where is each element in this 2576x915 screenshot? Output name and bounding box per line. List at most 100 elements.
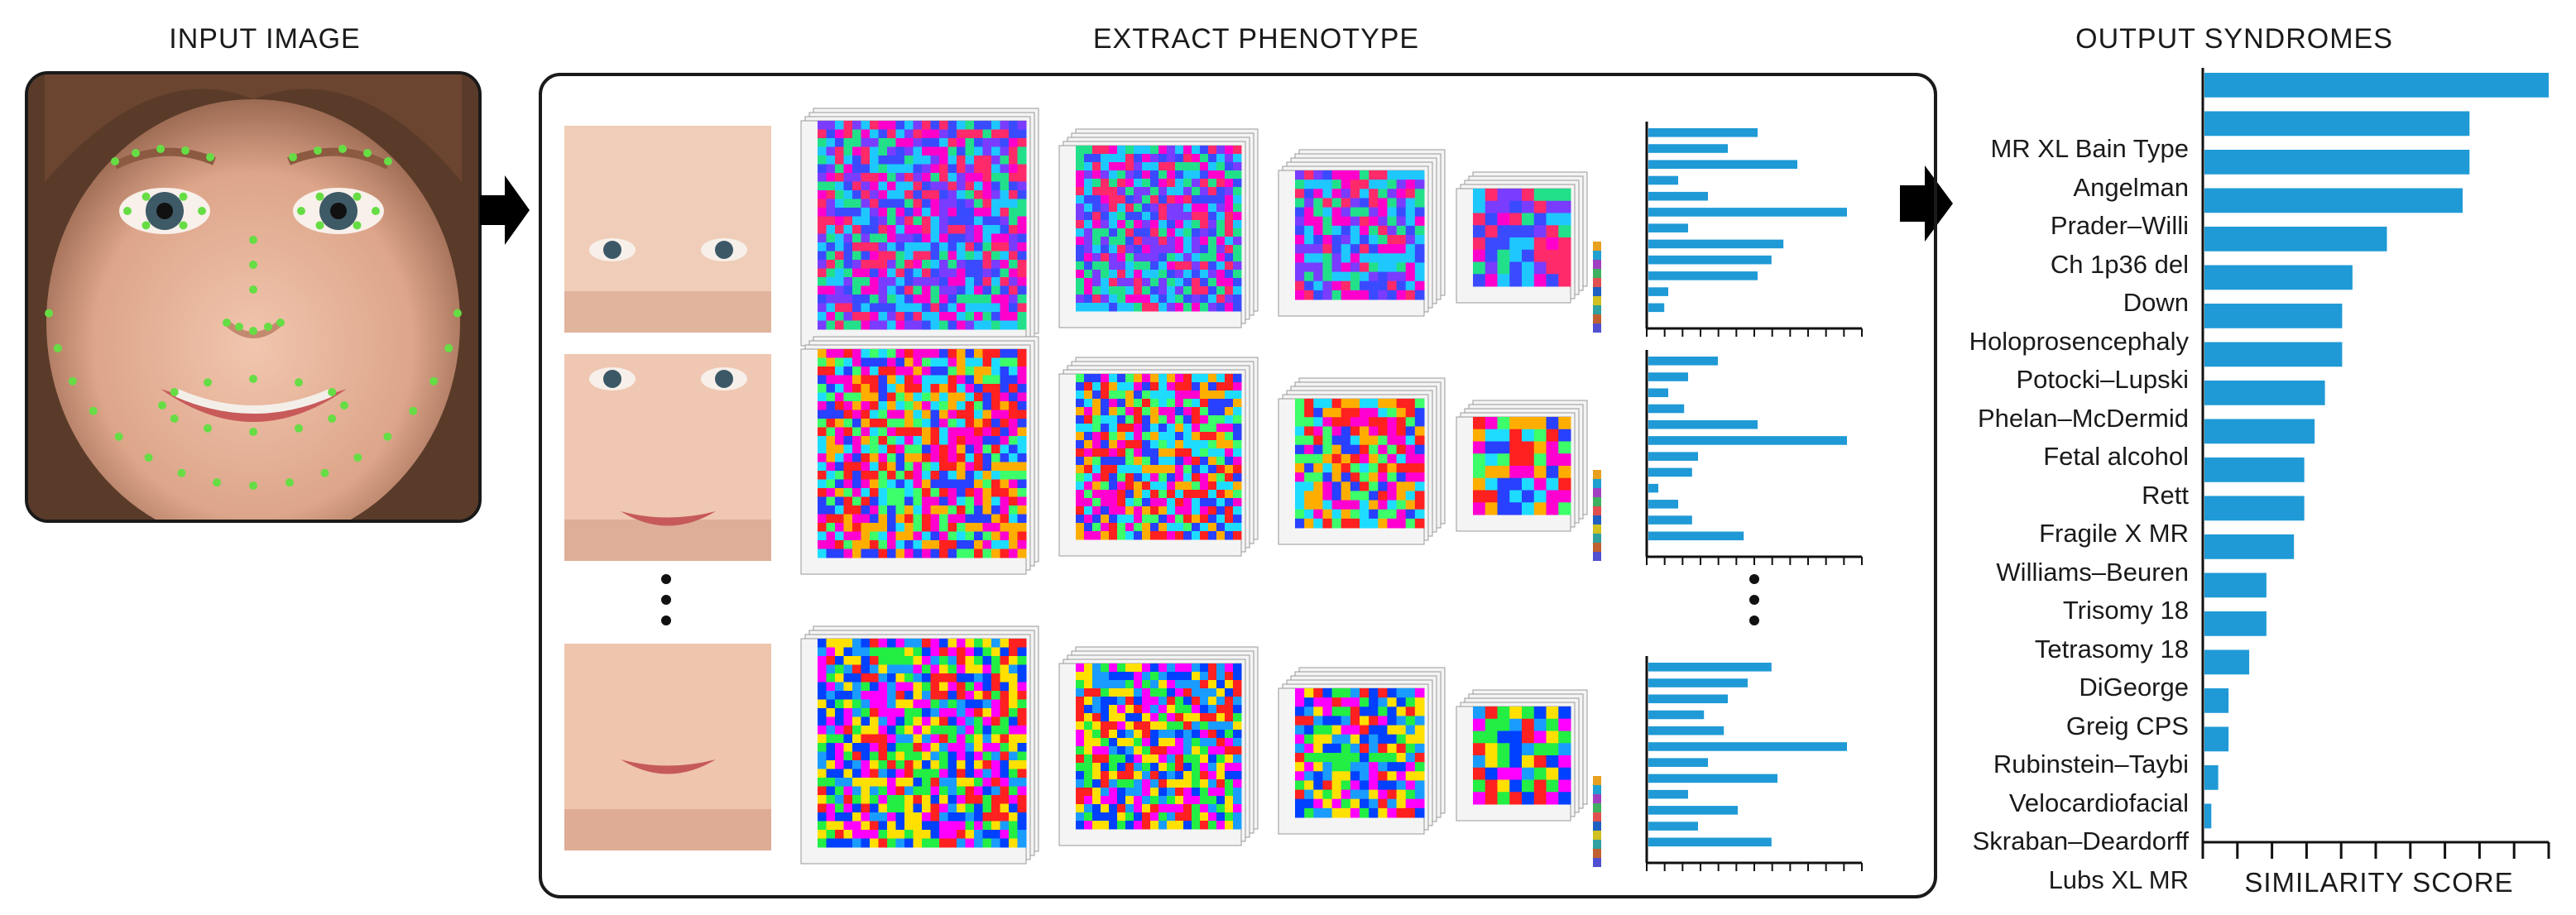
landmark-point — [45, 309, 54, 318]
syndrome-label: Rubinstein–Taybi — [1993, 750, 2189, 778]
syndrome-bar — [2204, 458, 2305, 482]
feature-bar — [1648, 837, 1772, 847]
landmark-point — [179, 221, 188, 230]
landmark-point — [204, 424, 212, 433]
feature-vector — [1593, 242, 1601, 333]
ellipsis-dot — [1749, 574, 1759, 584]
feature-bar — [1648, 726, 1725, 735]
feature-bar — [1648, 694, 1728, 704]
landmark-point — [285, 478, 294, 487]
face-crop — [564, 126, 771, 333]
landmark-point — [264, 323, 272, 331]
feature-map-stack — [1058, 357, 1259, 557]
arrow-input-to-extract — [480, 175, 530, 245]
syndrome-bar — [2204, 111, 2470, 137]
feature-bar — [1648, 663, 1772, 672]
landmark-point — [170, 388, 179, 396]
feature-map-stack — [1278, 149, 1446, 317]
feature-bar — [1648, 742, 1847, 751]
feature-bar — [1648, 452, 1698, 461]
landmark-point — [429, 376, 439, 386]
feature-bar — [1648, 372, 1688, 381]
feature-bar — [1648, 531, 1744, 541]
syndrome-labels: MR XL Bain Type Angelman Prader–Willi Ch 1p… — [1854, 65, 2189, 894]
similarity-chart — [2201, 68, 2550, 859]
landmark-point — [384, 157, 392, 165]
landmark-point — [89, 406, 98, 415]
feature-bar-chart — [1645, 350, 1863, 565]
extract-phenotype-header: EXTRACT PHENOTYPE — [1092, 23, 1420, 55]
landmark-point — [142, 192, 151, 201]
landmark-point — [156, 145, 165, 153]
syndrome-bar — [2204, 534, 2295, 559]
feature-bar — [1648, 287, 1668, 296]
landmark-point — [170, 414, 179, 423]
feature-bar — [1648, 483, 1658, 493]
syndrome-label: Angelman — [2073, 172, 2189, 202]
landmark-point — [328, 414, 337, 423]
syndrome-label: DiGeorge — [2079, 673, 2189, 702]
extract-content — [564, 108, 1863, 871]
landmark-point — [111, 157, 119, 165]
feature-bar — [1648, 467, 1692, 477]
feature-bar — [1648, 500, 1678, 509]
syndrome-label: Williams–Beuren — [1996, 557, 2189, 587]
landmark-point — [132, 149, 140, 157]
syndrome-bar — [2204, 265, 2353, 290]
syndrome-label: Velocardiofacial — [2008, 788, 2189, 817]
syndrome-label: Rett — [2142, 480, 2189, 510]
syndrome-bar — [2204, 381, 2325, 405]
landmark-point — [353, 453, 362, 462]
syndrome-label: Fetal alcohol — [2043, 442, 2189, 471]
syndrome-label: Potocki–Lupski — [2016, 365, 2189, 394]
feature-vector — [1593, 470, 1601, 561]
feature-map-stack — [800, 625, 1039, 865]
landmark-point — [453, 309, 462, 318]
feature-bar — [1648, 271, 1758, 280]
feature-bar — [1648, 255, 1772, 265]
syndrome-bar — [2204, 765, 2219, 790]
x-axis-label: SIMILARITY SCORE — [2244, 867, 2514, 898]
landmark-point — [181, 146, 189, 155]
syndrome-bar — [2204, 227, 2387, 252]
landmark-point — [142, 221, 151, 230]
feature-bar-chart — [1645, 122, 1863, 337]
landmark-point — [249, 236, 257, 244]
syndrome-label: Ch 1p36 del — [2050, 249, 2189, 279]
landmark-point — [223, 319, 231, 327]
ellipsis-dot — [1749, 616, 1759, 625]
landmark-point — [123, 207, 132, 215]
face-crop — [564, 644, 771, 850]
syndrome-bar — [2204, 726, 2229, 752]
feature-bar — [1648, 388, 1668, 398]
face-photo — [28, 74, 478, 520]
landmark-point — [249, 428, 257, 436]
feature-bar — [1648, 239, 1784, 249]
feature-map-stack — [1058, 128, 1259, 328]
landmark-point — [295, 378, 303, 387]
feature-bar-chart — [1645, 656, 1863, 871]
landmark-point — [340, 401, 348, 410]
landmark-point — [372, 207, 380, 215]
feature-bar — [1648, 436, 1847, 445]
feature-bar — [1648, 710, 1705, 720]
landmark-point — [198, 207, 206, 215]
syndrome-label: Holoprosencephaly — [1969, 326, 2189, 356]
landmark-point — [295, 424, 303, 433]
syndrome-label: Phelan–McDermid — [1978, 403, 2189, 433]
feature-vector — [1593, 776, 1601, 867]
feature-bar — [1648, 357, 1718, 366]
syndrome-label: Down — [2123, 288, 2189, 317]
feature-map-stack — [1456, 689, 1588, 822]
ellipsis-dot — [661, 574, 671, 584]
landmark-point — [328, 388, 337, 396]
landmark-point — [235, 323, 243, 331]
landmark-point — [249, 481, 257, 490]
syndrome-bar — [2204, 572, 2267, 598]
face-crop — [564, 354, 771, 561]
feature-map-stack — [1278, 667, 1446, 835]
syndrome-bar — [2204, 688, 2229, 713]
landmark-point — [315, 221, 324, 230]
feature-bar — [1648, 404, 1685, 414]
